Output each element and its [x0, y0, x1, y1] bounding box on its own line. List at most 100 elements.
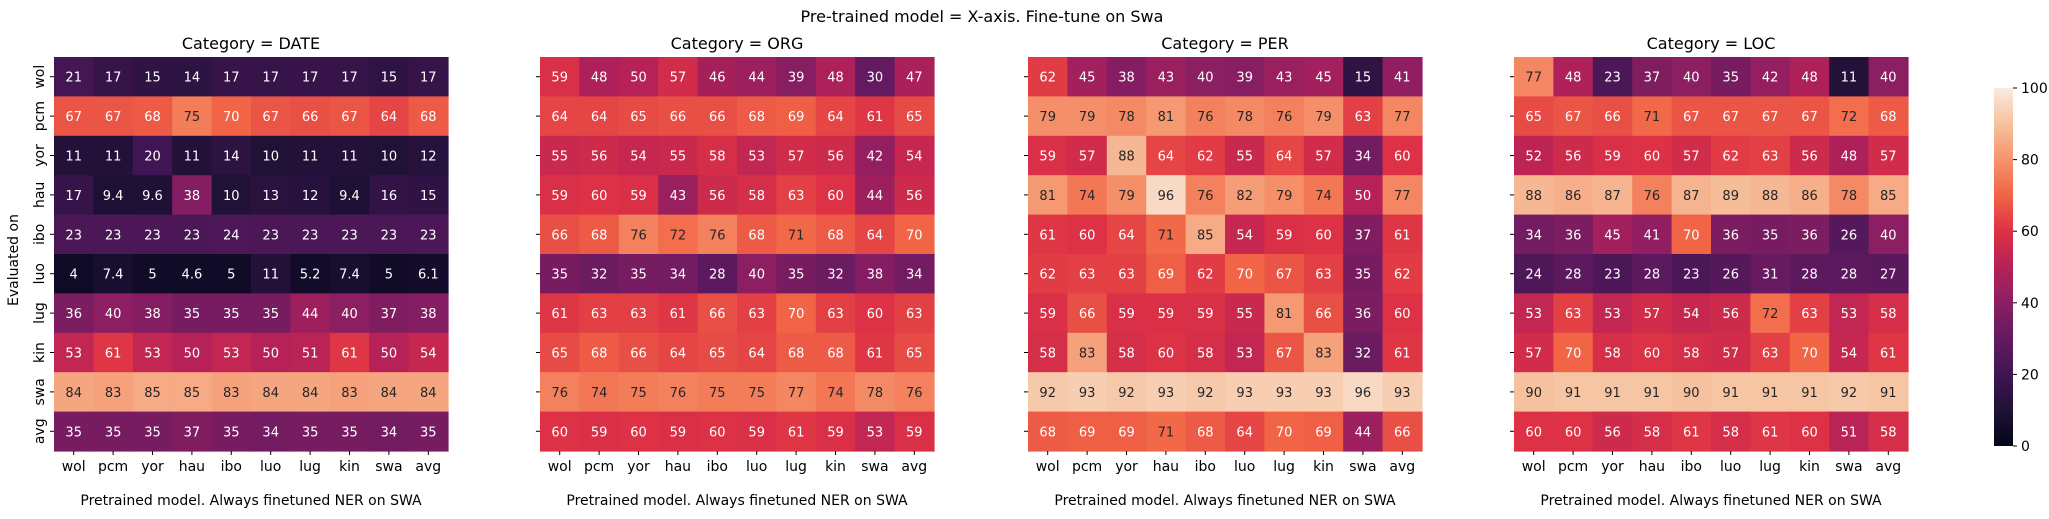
heatmap-cell — [1514, 411, 1554, 452]
heatmap-cell — [1264, 135, 1305, 176]
heatmap-cell — [1264, 254, 1305, 294]
heatmap-cell — [1750, 411, 1791, 452]
cell-value-label: 57 — [1683, 150, 1700, 165]
cell-value-label: 60 — [709, 425, 726, 440]
heatmap-cell — [290, 57, 331, 97]
cell-value-label: 46 — [709, 71, 726, 86]
heatmap-cell — [369, 96, 410, 137]
heatmap-cell — [1514, 135, 1554, 176]
heatmap-cell — [776, 332, 817, 373]
panel-title: Category = LOC — [1647, 34, 1776, 53]
cell-value-label: 63 — [1315, 268, 1332, 283]
cell-value-label: 63 — [1762, 347, 1779, 362]
cell-value-label: 76 — [1197, 110, 1214, 125]
heatmap-cell — [1592, 411, 1633, 452]
cell-value-label: 64 — [551, 110, 568, 125]
cell-value-label: 61 — [1039, 228, 1056, 243]
heatmap-cell — [737, 332, 777, 373]
heatmap-cell — [1343, 254, 1384, 294]
x-tick-label: yor — [1601, 459, 1624, 475]
cell-value-label: 45 — [1604, 228, 1621, 243]
cell-value-label: 93 — [1236, 386, 1253, 401]
heatmap-cell — [894, 332, 935, 373]
cell-value-label: 53 — [748, 150, 765, 165]
heatmap-cell — [54, 96, 94, 137]
cell-value-label: 15 — [381, 71, 398, 86]
cell-value-label: 60 — [630, 425, 647, 440]
y-tick-label: avg — [32, 418, 48, 444]
heatmap-cell — [697, 96, 738, 137]
heatmap-cell — [132, 372, 173, 413]
heatmap-cell — [1225, 135, 1265, 176]
cell-value-label: 26 — [1722, 268, 1739, 283]
x-tick-label: swa — [1349, 459, 1376, 475]
heatmap-cell — [1264, 96, 1305, 137]
heatmap-cell — [697, 135, 738, 176]
colorbar-tick-label: 0 — [2021, 439, 2030, 455]
heatmap-cell — [540, 135, 580, 176]
x-axis-label: Pretrained model. Always finetuned NER o… — [1054, 493, 1396, 509]
heatmap-cell — [776, 254, 817, 294]
heatmap-cell — [618, 254, 659, 294]
cell-value-label: 17 — [105, 71, 122, 86]
y-tick-label: ibo — [32, 224, 48, 245]
cell-value-label: 54 — [906, 150, 923, 165]
cell-value-label: 50 — [184, 347, 201, 362]
cell-value-label: 62 — [1039, 71, 1056, 86]
heatmap-cell — [369, 293, 410, 334]
cell-value-label: 48 — [827, 71, 844, 86]
cell-value-label: 75 — [709, 386, 726, 401]
cell-value-label: 53 — [144, 347, 161, 362]
cell-value-label: 7.4 — [103, 268, 124, 283]
heatmap-cell — [1106, 372, 1147, 413]
cell-value-label: 57 — [1079, 150, 1096, 165]
cell-value-label: 64 — [867, 228, 884, 243]
cell-value-label: 83 — [223, 386, 240, 401]
cell-value-label: 65 — [630, 110, 647, 125]
cell-value-label: 78 — [867, 386, 884, 401]
heatmap-cell — [1382, 57, 1423, 97]
y-tick-label: yor — [32, 144, 48, 167]
cell-value-label: 63 — [630, 307, 647, 322]
cell-value-label: 36 — [65, 307, 82, 322]
cell-value-label: 60 — [1644, 347, 1661, 362]
heatmap-cell — [815, 332, 856, 373]
heatmap-cell — [1303, 254, 1344, 294]
heatmap-cell — [329, 96, 370, 137]
cell-value-label: 40 — [341, 307, 358, 322]
cell-value-label: 84 — [262, 386, 279, 401]
cell-value-label: 63 — [1118, 268, 1135, 283]
heatmap-cell — [658, 57, 699, 97]
cell-value-label: 56 — [709, 189, 726, 204]
heatmap-cell — [1028, 254, 1068, 294]
cell-value-label: 68 — [827, 347, 844, 362]
heatmap-cell — [1632, 254, 1673, 294]
cell-value-label: 77 — [1394, 189, 1411, 204]
heatmap-cell — [369, 214, 410, 255]
colorbar-tick-label: 100 — [2021, 81, 2048, 97]
heatmap-cell — [1303, 57, 1344, 97]
cell-value-label: 64 — [827, 110, 844, 125]
heatmap-cell — [776, 411, 817, 452]
cell-value-label: 75 — [184, 110, 201, 125]
cell-value-label: 17 — [262, 71, 279, 86]
cell-value-label: 34 — [381, 425, 398, 440]
heatmap-cell — [408, 411, 449, 452]
cell-value-label: 58 — [709, 150, 726, 165]
cell-value-label: 56 — [1565, 150, 1582, 165]
cell-value-label: 11 — [341, 150, 358, 165]
cell-value-label: 64 — [1236, 425, 1253, 440]
cell-value-label: 48 — [591, 71, 608, 86]
cell-value-label: 11 — [105, 150, 122, 165]
x-tick-label: ibo — [1195, 459, 1216, 475]
heatmap-cell — [172, 175, 213, 216]
heatmap-cell — [1829, 372, 1870, 413]
heatmap-cell — [894, 135, 935, 176]
heatmap-cell — [1264, 214, 1305, 255]
cell-value-label: 50 — [630, 71, 647, 86]
cell-value-label: 38 — [867, 268, 884, 283]
heatmap-cell — [855, 411, 896, 452]
heatmap-cell — [1028, 372, 1068, 413]
heatmap-cell — [1303, 214, 1344, 255]
heatmap-cell — [1382, 214, 1423, 255]
